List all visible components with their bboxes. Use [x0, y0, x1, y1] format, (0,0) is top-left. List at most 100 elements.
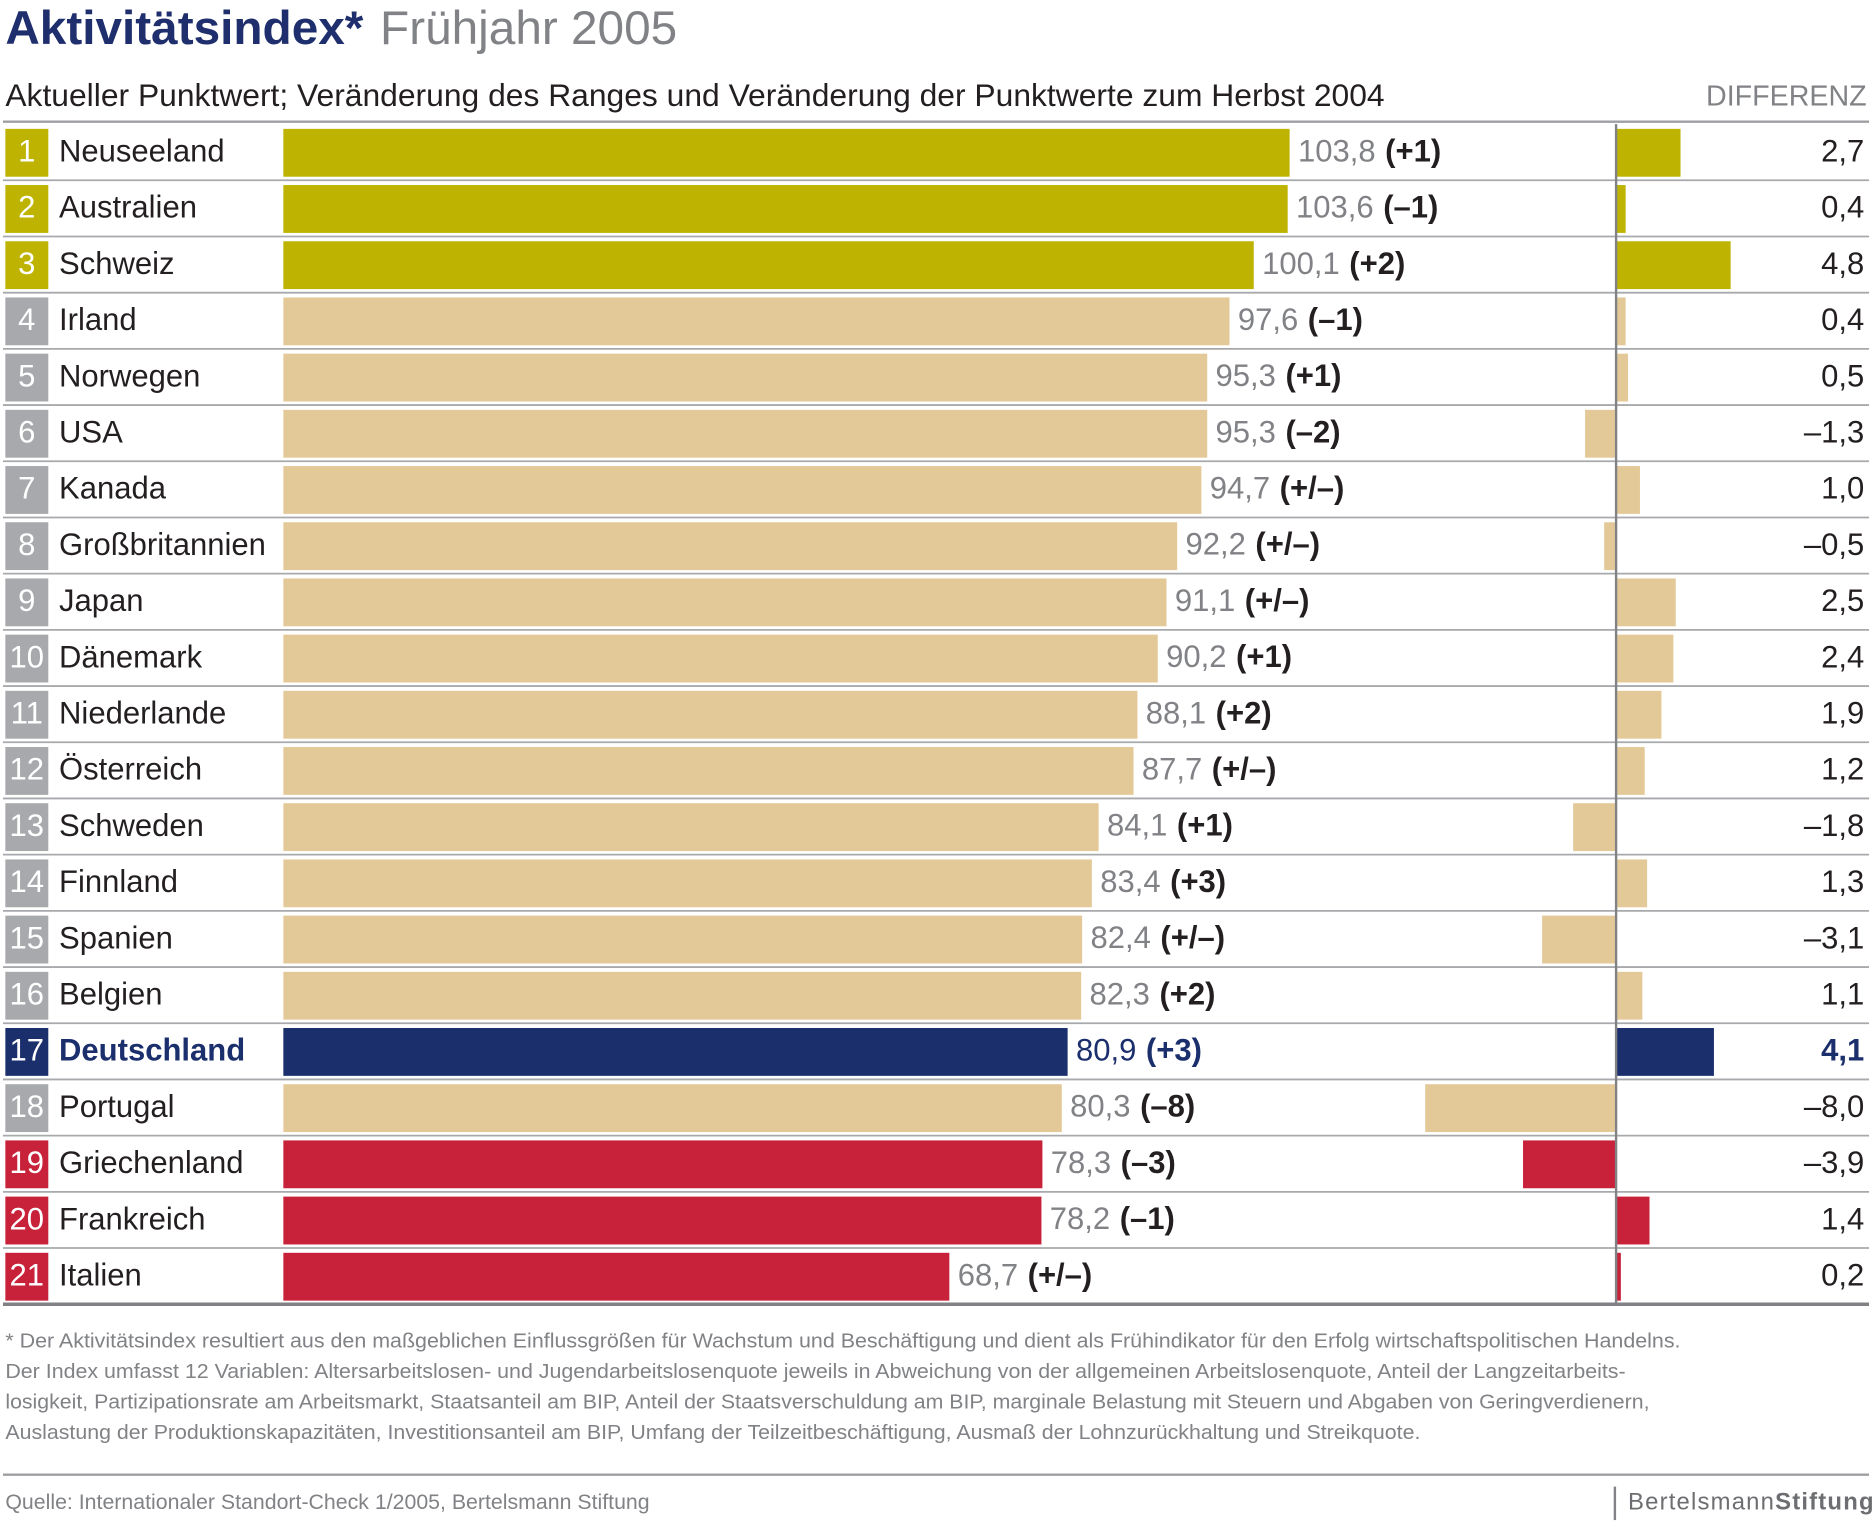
difference-label: –0,5 [1804, 527, 1864, 562]
rank-box [5, 971, 49, 1020]
rank-change: (+2) [1159, 977, 1215, 1012]
bar [283, 634, 1158, 683]
bar [283, 522, 1178, 571]
value-label: 80,3 (–8) [1070, 1089, 1195, 1124]
value-number: 80,3 [1070, 1089, 1130, 1124]
rank-change: (+3) [1170, 864, 1226, 899]
title-suffix: Frühjahr 2005 [380, 2, 677, 55]
rank-change: (+/–) [1280, 471, 1345, 506]
value-number: 82,3 [1090, 977, 1150, 1012]
bar [283, 747, 1134, 795]
difference-label: 0,4 [1821, 302, 1864, 337]
rank-change: (+1) [1236, 639, 1292, 674]
rank-box [5, 690, 49, 739]
footnote-line: losigkeit, Partizipationsrate am Arbeits… [5, 1391, 1649, 1413]
bar [283, 185, 1288, 233]
rank-box [5, 1252, 49, 1301]
rank-change: (+3) [1146, 1033, 1202, 1068]
value-number: 103,6 [1296, 190, 1374, 225]
difference-label: 0,2 [1821, 1258, 1864, 1293]
logo-a: Bertelsmann [1628, 1489, 1775, 1516]
difference-label: 4,1 [1821, 1033, 1864, 1068]
bar [283, 971, 1082, 1020]
difference-bar [1616, 971, 1643, 1020]
chart-title: Aktivitätsindex* Frühjahr 2005 [5, 2, 677, 55]
country: Australien [59, 190, 197, 225]
rank-box [5, 578, 49, 627]
rank-box [5, 466, 49, 514]
country: Österreich [59, 752, 202, 787]
country: Portugal [59, 1089, 175, 1124]
rank-change: (+/–) [1028, 1258, 1093, 1293]
difference-bar [1616, 466, 1640, 514]
value-label: 80,9 (+3) [1076, 1033, 1202, 1068]
value-number: 88,1 [1146, 696, 1206, 731]
value-number: 78,3 [1051, 1145, 1111, 1180]
value-number: 68,7 [958, 1258, 1018, 1293]
rank: 13 [10, 808, 44, 843]
rank-box [5, 859, 49, 908]
difference-bar [1523, 1140, 1617, 1189]
difference-bar [1542, 915, 1617, 964]
difference-label: 0,5 [1821, 358, 1864, 393]
value-label: 68,7 (+/–) [958, 1258, 1093, 1293]
rank-change: (–2) [1285, 415, 1340, 450]
value-label: 103,8 (+1) [1298, 134, 1441, 169]
footnote-line: Der Index umfasst 12 Variablen: Altersar… [5, 1361, 1625, 1383]
value-number: 90,2 [1166, 639, 1226, 674]
difference-label: –1,8 [1804, 808, 1864, 843]
value-label: 82,3 (+2) [1090, 977, 1216, 1012]
rank-box [5, 1084, 49, 1133]
rank-box [5, 128, 49, 177]
rank: 9 [18, 583, 35, 618]
bar [283, 1140, 1043, 1189]
bar [283, 690, 1138, 739]
rank-box [5, 747, 49, 795]
rank: 4 [18, 302, 35, 337]
value-number: 95,3 [1216, 358, 1276, 393]
bar [283, 297, 1230, 346]
logo: BertelsmannStiftung [1628, 1489, 1872, 1516]
rank-box [5, 522, 49, 571]
difference-bar [1616, 241, 1731, 290]
country: Griechenland [59, 1145, 243, 1180]
difference-label: 1,1 [1821, 977, 1864, 1012]
value-number: 97,6 [1238, 302, 1298, 337]
rank: 20 [10, 1201, 44, 1236]
value-number: 92,2 [1186, 527, 1246, 562]
difference-bar [1425, 1084, 1617, 1133]
value-label: 100,1 (+2) [1262, 246, 1405, 281]
rank: 3 [18, 246, 35, 281]
logo-b: Stiftung [1775, 1489, 1872, 1516]
rank: 8 [18, 527, 35, 562]
footnote-line: Auslastung der Produktionskapazitäten, I… [5, 1422, 1420, 1444]
difference-bar [1616, 859, 1648, 908]
country: Finnland [59, 864, 178, 899]
country: Kanada [59, 471, 167, 506]
rank-box [5, 634, 49, 683]
title-main: Aktivitätsindex* [5, 2, 363, 55]
rank-box [5, 241, 49, 290]
difference-label: 1,2 [1821, 752, 1864, 787]
difference-label: –1,3 [1804, 415, 1864, 450]
country: Italien [59, 1258, 142, 1293]
rank-change: (+/–) [1255, 527, 1320, 562]
value-number: 95,3 [1216, 415, 1276, 450]
country: Neuseeland [59, 134, 225, 169]
country: Großbritannien [59, 527, 266, 562]
difference-bar [1616, 578, 1676, 627]
value-label: 84,1 (+1) [1107, 808, 1233, 843]
rank: 2 [18, 190, 35, 225]
rank-box [5, 409, 49, 458]
footnote-line: * Der Aktivitätsindex resultiert aus den… [5, 1331, 1680, 1353]
rank: 16 [10, 977, 44, 1012]
difference-label: 0,4 [1821, 190, 1864, 225]
rank: 10 [10, 639, 44, 674]
difference-bar [1616, 1252, 1621, 1301]
value-number: 84,1 [1107, 808, 1167, 843]
rank-change: (+1) [1385, 134, 1441, 169]
difference-label: 1,0 [1821, 471, 1864, 506]
value-number: 80,9 [1076, 1033, 1136, 1068]
difference-bar [1604, 522, 1617, 571]
